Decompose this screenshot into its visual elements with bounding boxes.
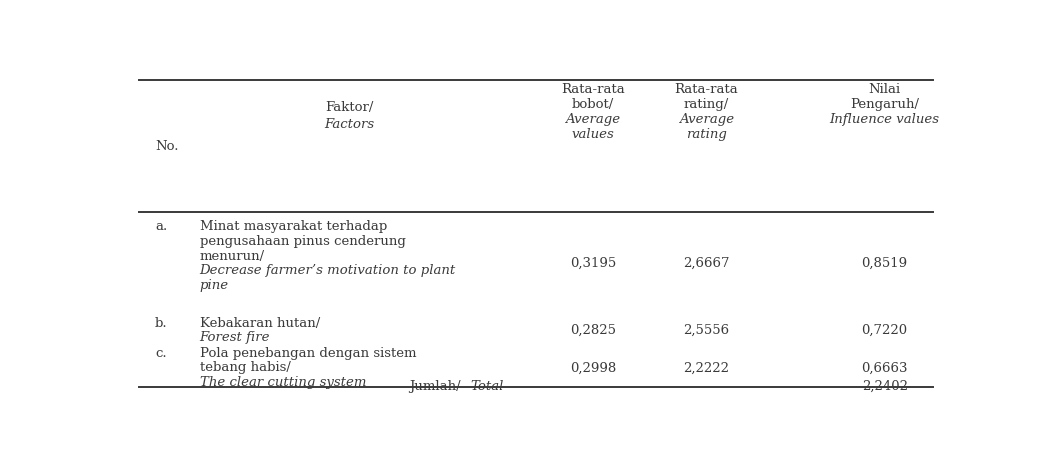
Text: Average: Average: [679, 113, 734, 126]
Text: pengusahaan pinus cenderung: pengusahaan pinus cenderung: [200, 235, 406, 248]
Text: 0,7220: 0,7220: [862, 324, 908, 337]
Text: The clear cutting system: The clear cutting system: [200, 376, 366, 389]
Text: pine: pine: [200, 279, 229, 292]
Text: a.: a.: [155, 220, 167, 233]
Text: 2,6667: 2,6667: [683, 257, 729, 270]
Text: Average: Average: [565, 113, 620, 126]
Text: Decrease farmer’s motivation to plant: Decrease farmer’s motivation to plant: [200, 264, 456, 278]
Text: 0,2825: 0,2825: [570, 324, 616, 337]
Text: bobot/: bobot/: [572, 98, 614, 111]
Text: rating: rating: [686, 128, 727, 141]
Text: Forest fire: Forest fire: [200, 332, 270, 344]
Text: Faktor/: Faktor/: [325, 101, 373, 114]
Text: No.: No.: [155, 140, 179, 153]
Text: 2,2222: 2,2222: [683, 361, 729, 375]
Text: Influence values: Influence values: [829, 113, 939, 126]
Text: 2,2402: 2,2402: [862, 380, 908, 393]
Text: 0,6663: 0,6663: [862, 361, 908, 375]
Text: Pola penebangan dengan sistem: Pola penebangan dengan sistem: [200, 347, 416, 360]
Text: Factors: Factors: [324, 119, 374, 131]
Text: Rata-rata: Rata-rata: [675, 83, 738, 96]
Text: rating/: rating/: [684, 98, 729, 111]
Text: Pengaruh/: Pengaruh/: [850, 98, 919, 111]
Text: Rata-rata: Rata-rata: [561, 83, 624, 96]
Text: Total: Total: [471, 380, 504, 393]
Text: c.: c.: [155, 347, 166, 360]
Text: Jumlah/: Jumlah/: [409, 380, 460, 393]
Text: Minat masyarakat terhadap: Minat masyarakat terhadap: [200, 220, 387, 233]
Text: Kebakaran hutan/: Kebakaran hutan/: [200, 316, 320, 330]
Text: 0,3195: 0,3195: [570, 257, 616, 270]
Text: 0,8519: 0,8519: [862, 257, 908, 270]
Text: Nilai: Nilai: [868, 83, 901, 96]
Text: 2,5556: 2,5556: [683, 324, 729, 337]
Text: menurun/: menurun/: [200, 250, 265, 262]
Text: tebang habis/: tebang habis/: [200, 361, 291, 375]
Text: 0,2998: 0,2998: [570, 361, 616, 375]
Text: b.: b.: [155, 316, 167, 330]
Text: values: values: [571, 128, 614, 141]
